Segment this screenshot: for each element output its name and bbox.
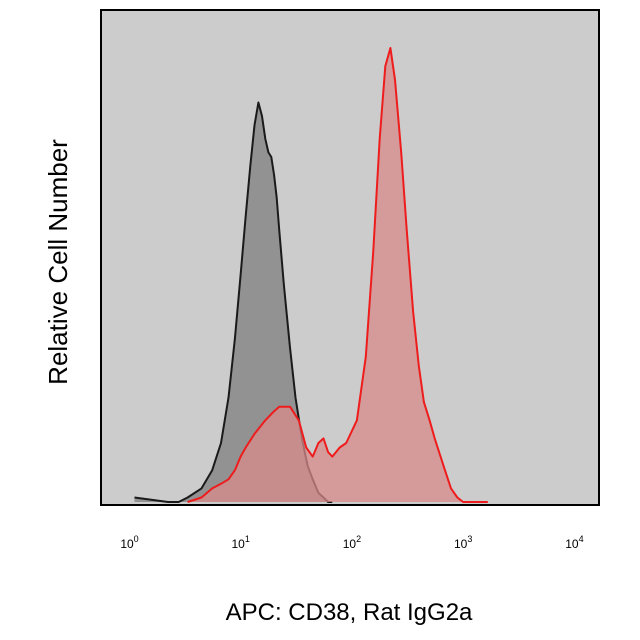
series-2-area bbox=[187, 48, 488, 502]
x-tick-label: 101 bbox=[232, 534, 250, 551]
x-tick-label: 104 bbox=[565, 534, 583, 551]
x-tick-label: 103 bbox=[454, 534, 472, 551]
series-layer bbox=[134, 47, 488, 503]
x-tick-layer: 100 101 102 103 104 bbox=[120, 534, 583, 551]
y-axis-label: Relative Cell Number bbox=[43, 139, 73, 385]
series-2-line bbox=[187, 47, 488, 503]
plot-frame bbox=[100, 9, 600, 506]
x-tick-label: 100 bbox=[120, 534, 138, 551]
x-tick-label: 102 bbox=[343, 534, 361, 551]
plot-background bbox=[101, 10, 599, 505]
x-axis-label: APC: CD38, Rat IgG2a bbox=[226, 599, 473, 626]
series-1-area bbox=[134, 102, 333, 502]
